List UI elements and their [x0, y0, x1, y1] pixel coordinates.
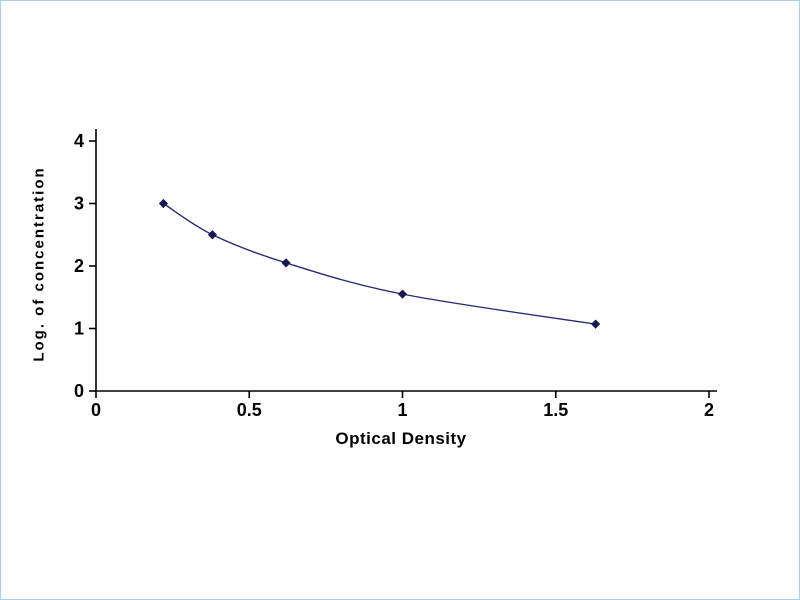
- x-tick-label: 1: [397, 400, 407, 420]
- y-tick-label: 3: [74, 194, 84, 214]
- y-tick-label: 2: [74, 256, 84, 276]
- x-tick-label: 2: [704, 400, 714, 420]
- x-tick-label: 0.5: [237, 400, 262, 420]
- data-point-marker: [158, 198, 169, 209]
- axes: [95, 129, 717, 392]
- y-axis-title: Log. of concentration: [30, 166, 48, 362]
- series-markers: [158, 198, 601, 329]
- tick-labels: 0 0.5 1 1.5 2 0 1 2 3 4: [74, 131, 714, 420]
- tick-marks: [89, 140, 710, 398]
- x-tick-label: 0: [91, 400, 101, 420]
- x-tick-label: 1.5: [543, 400, 568, 420]
- x-axis-title: Optical Density: [335, 429, 467, 448]
- y-tick-label: 1: [74, 319, 84, 339]
- y-tick-label: 4: [74, 131, 84, 151]
- series-curve: [163, 202, 596, 325]
- data-point-marker: [590, 319, 601, 329]
- data-point-marker: [397, 289, 408, 299]
- data-point-marker: [207, 230, 218, 240]
- data-point-marker: [281, 258, 291, 268]
- y-tick-label: 0: [74, 381, 84, 401]
